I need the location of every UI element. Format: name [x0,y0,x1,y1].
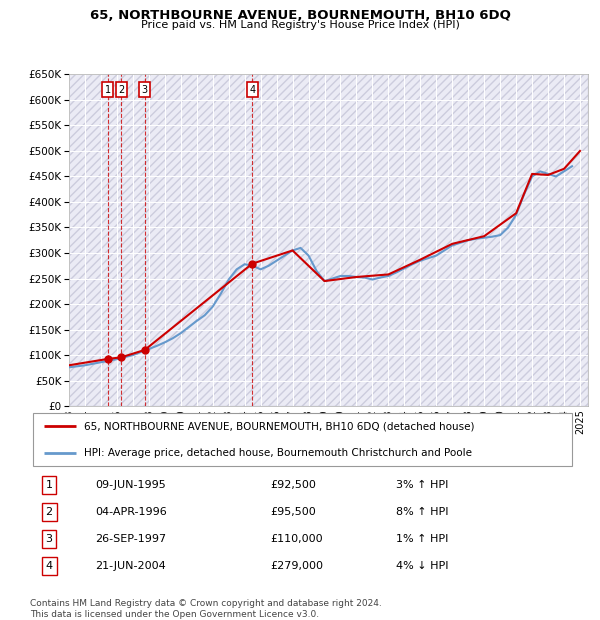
FancyBboxPatch shape [33,414,572,466]
Text: Price paid vs. HM Land Registry's House Price Index (HPI): Price paid vs. HM Land Registry's House … [140,20,460,30]
Text: 26-SEP-1997: 26-SEP-1997 [95,534,167,544]
Text: 21-JUN-2004: 21-JUN-2004 [95,561,166,571]
Text: 8% ↑ HPI: 8% ↑ HPI [396,507,448,517]
Text: HPI: Average price, detached house, Bournemouth Christchurch and Poole: HPI: Average price, detached house, Bour… [83,448,472,458]
Text: 3: 3 [142,85,148,95]
Text: 1: 1 [105,85,111,95]
Text: Contains HM Land Registry data © Crown copyright and database right 2024.
This d: Contains HM Land Registry data © Crown c… [30,600,382,619]
Text: 65, NORTHBOURNE AVENUE, BOURNEMOUTH, BH10 6DQ (detached house): 65, NORTHBOURNE AVENUE, BOURNEMOUTH, BH1… [83,422,474,432]
Text: £279,000: £279,000 [270,561,323,571]
Text: £95,500: £95,500 [270,507,316,517]
Text: 4% ↓ HPI: 4% ↓ HPI [396,561,448,571]
Text: 2: 2 [46,507,53,517]
Text: 3: 3 [46,534,53,544]
Text: 65, NORTHBOURNE AVENUE, BOURNEMOUTH, BH10 6DQ: 65, NORTHBOURNE AVENUE, BOURNEMOUTH, BH1… [89,9,511,22]
Text: 1% ↑ HPI: 1% ↑ HPI [396,534,448,544]
Text: 3% ↑ HPI: 3% ↑ HPI [396,480,448,490]
Text: £92,500: £92,500 [270,480,316,490]
Text: 2: 2 [118,85,124,95]
Text: 4: 4 [249,85,255,95]
Text: 4: 4 [46,561,53,571]
Text: 09-JUN-1995: 09-JUN-1995 [95,480,166,490]
Text: 04-APR-1996: 04-APR-1996 [95,507,167,517]
Text: 1: 1 [46,480,53,490]
Text: £110,000: £110,000 [270,534,323,544]
